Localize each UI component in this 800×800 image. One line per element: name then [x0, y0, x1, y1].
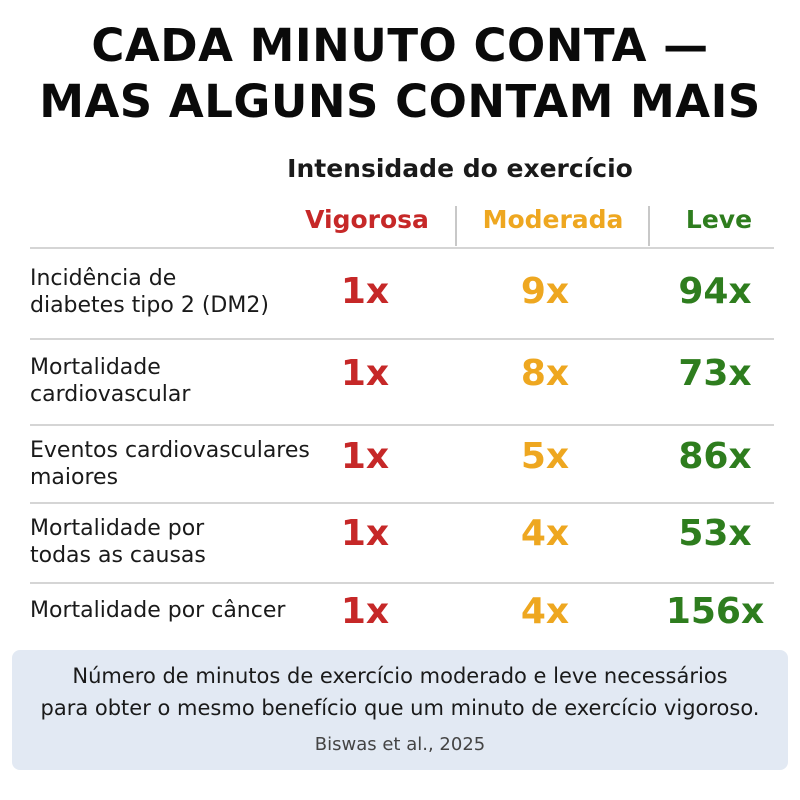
value-vigorosa: 1x [340, 271, 390, 312]
row-label: Mortalidade por todas as causas [30, 515, 340, 569]
footer-note: Número de minutos de exercício moderado … [12, 660, 788, 724]
value-vigorosa: 1x [340, 591, 390, 632]
row-label-line: Mortalidade por câncer [30, 598, 286, 623]
value-moderada: 5x [520, 436, 570, 477]
header-divider [30, 247, 774, 249]
column-divider [455, 206, 457, 246]
value-leve: 156x [665, 591, 765, 632]
value-leve: 73x [678, 353, 752, 394]
row-label-line: todas as causas [30, 543, 206, 568]
intensity-header: Intensidade do exercício [287, 154, 633, 183]
row-divider [30, 338, 774, 340]
row-divider [30, 424, 774, 426]
row-label: Mortalidade por câncer [30, 597, 340, 624]
value-moderada: 4x [520, 513, 570, 554]
value-leve: 94x [678, 271, 752, 312]
column-divider [648, 206, 650, 246]
value-vigorosa: 1x [340, 436, 390, 477]
row-label: Eventos cardiovasculares maiores [30, 437, 340, 491]
value-leve: 53x [678, 513, 752, 554]
value-moderada: 4x [520, 591, 570, 632]
value-vigorosa: 1x [340, 513, 390, 554]
footer-note-line-1: Número de minutos de exercício moderado … [72, 664, 728, 688]
row-divider [30, 502, 774, 504]
column-header-vigorosa: Vigorosa [305, 205, 429, 234]
row-label: Mortalidade cardiovascular [30, 354, 340, 408]
footer-note-box [12, 650, 788, 770]
page-title: CADA MINUTO CONTA — MAS ALGUNS CONTAM MA… [0, 18, 800, 130]
row-label-line: Eventos cardiovasculares [30, 438, 310, 463]
row-divider [30, 582, 774, 584]
row-label: Incidência de diabetes tipo 2 (DM2) [30, 265, 340, 319]
value-moderada: 8x [520, 353, 570, 394]
row-label-line: Mortalidade [30, 355, 161, 380]
row-label-line: cardiovascular [30, 382, 191, 407]
title-line-2: MAS ALGUNS CONTAM MAIS [39, 75, 761, 128]
column-header-moderada: Moderada [482, 205, 624, 234]
value-moderada: 9x [520, 271, 570, 312]
footer-note-line-2: para obter o mesmo benefício que um minu… [40, 696, 760, 720]
source-citation: Biswas et al., 2025 [314, 734, 486, 755]
row-label-line: Mortalidade por [30, 516, 205, 541]
value-vigorosa: 1x [340, 353, 390, 394]
title-line-1: CADA MINUTO CONTA — [91, 19, 709, 72]
column-header-leve: Leve [685, 205, 753, 234]
row-label-line: diabetes tipo 2 (DM2) [30, 293, 269, 318]
row-label-line: Incidência de [30, 266, 177, 291]
row-label-line: maiores [30, 465, 119, 490]
value-leve: 86x [678, 436, 752, 477]
